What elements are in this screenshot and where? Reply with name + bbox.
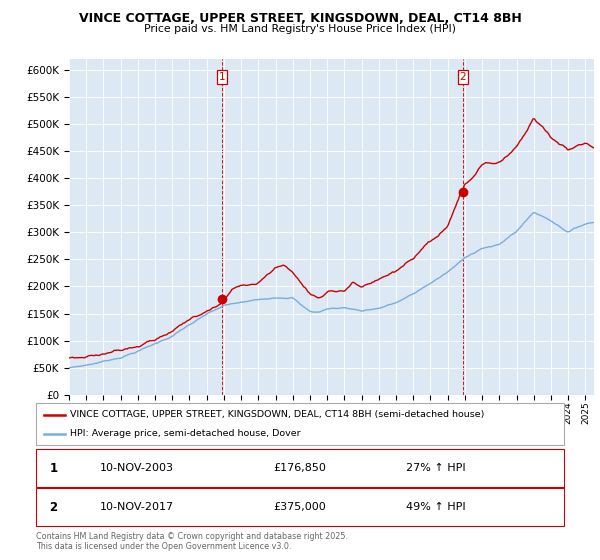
Text: Contains HM Land Registry data © Crown copyright and database right 2025.
This d: Contains HM Land Registry data © Crown c… [36,532,348,552]
Text: 10-NOV-2017: 10-NOV-2017 [100,502,173,512]
Text: 10-NOV-2003: 10-NOV-2003 [100,463,173,473]
Text: 2: 2 [460,72,466,82]
Text: VINCE COTTAGE, UPPER STREET, KINGSDOWN, DEAL, CT14 8BH (semi-detached house): VINCE COTTAGE, UPPER STREET, KINGSDOWN, … [70,410,485,419]
Text: 27% ↑ HPI: 27% ↑ HPI [406,463,465,473]
FancyBboxPatch shape [36,403,564,445]
FancyBboxPatch shape [36,488,564,526]
Text: 2: 2 [49,501,58,514]
Text: 49% ↑ HPI: 49% ↑ HPI [406,502,465,512]
Text: HPI: Average price, semi-detached house, Dover: HPI: Average price, semi-detached house,… [70,430,301,438]
FancyBboxPatch shape [36,449,564,487]
Text: 1: 1 [218,72,225,82]
Text: 1: 1 [49,461,58,475]
Text: £176,850: £176,850 [274,463,326,473]
Text: £375,000: £375,000 [274,502,326,512]
Text: Price paid vs. HM Land Registry's House Price Index (HPI): Price paid vs. HM Land Registry's House … [144,24,456,34]
Text: VINCE COTTAGE, UPPER STREET, KINGSDOWN, DEAL, CT14 8BH: VINCE COTTAGE, UPPER STREET, KINGSDOWN, … [79,12,521,25]
